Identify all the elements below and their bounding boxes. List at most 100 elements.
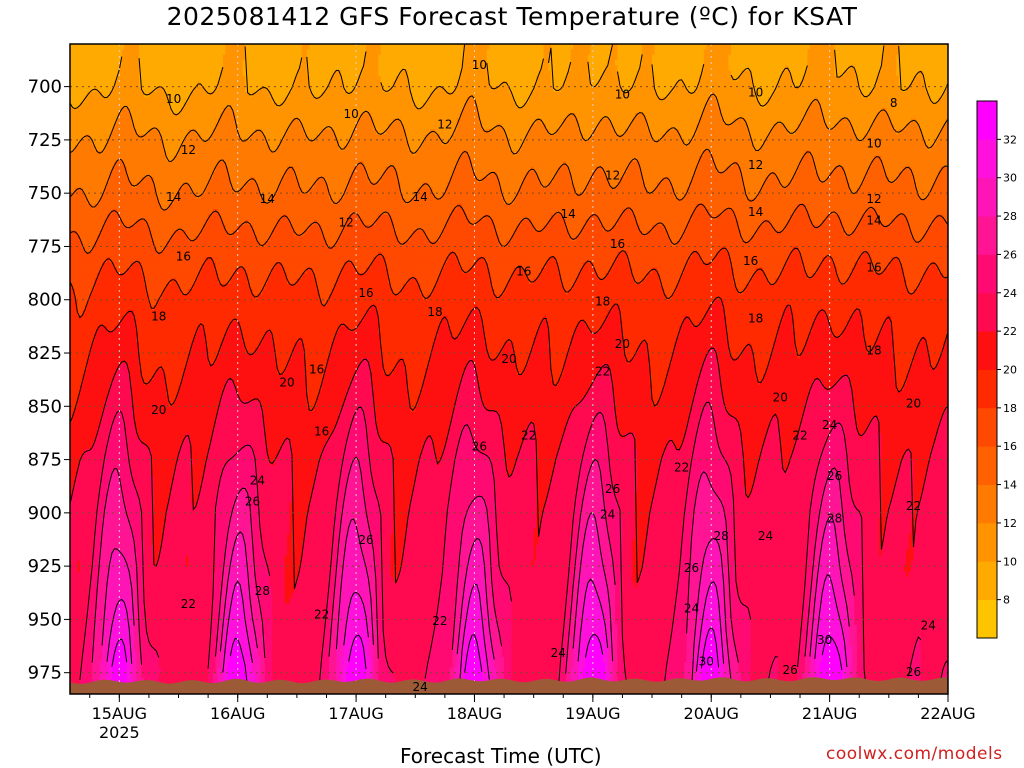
contour-label: 16 bbox=[516, 265, 531, 279]
contour-label: 16 bbox=[743, 254, 758, 268]
contour-label: 14 bbox=[866, 213, 881, 227]
contour-label: 28 bbox=[713, 529, 728, 543]
contour-label: 24 bbox=[250, 473, 265, 487]
x-tick-sublabel: 2025 bbox=[99, 723, 140, 742]
colorbar-label: 8 bbox=[1003, 594, 1010, 607]
colorbar-swatch bbox=[977, 139, 997, 178]
contour-label: 24 bbox=[413, 680, 428, 694]
colorbar-label: 20 bbox=[1003, 364, 1017, 377]
colorbar-label: 30 bbox=[1003, 172, 1017, 185]
contour-label: 10 bbox=[748, 86, 763, 100]
contour-label: 24 bbox=[921, 618, 936, 632]
contour-label: 22 bbox=[314, 608, 329, 622]
colorbar-swatch bbox=[977, 485, 997, 524]
contour-label: 20 bbox=[151, 403, 166, 417]
contour-label: 12 bbox=[339, 216, 354, 230]
contour-label: 12 bbox=[181, 143, 196, 157]
contour-label: 14 bbox=[260, 192, 275, 206]
y-tick-label: 750 bbox=[28, 183, 62, 204]
contour-label: 10 bbox=[615, 88, 630, 102]
contour-label: 26 bbox=[358, 533, 373, 547]
contour-label: 10 bbox=[472, 58, 487, 72]
contour-label: 20 bbox=[773, 390, 788, 404]
colorbar-swatch bbox=[977, 101, 997, 140]
contour-label: 26 bbox=[605, 482, 620, 496]
colorbar-swatch bbox=[977, 254, 997, 293]
y-tick-label: 950 bbox=[28, 609, 62, 630]
x-tick-label: 19AUG bbox=[565, 704, 620, 723]
contour-label: 12 bbox=[866, 192, 881, 206]
colorbar-swatch bbox=[977, 293, 997, 332]
contour-label: 20 bbox=[615, 337, 630, 351]
colorbar-swatch bbox=[977, 216, 997, 255]
contour-label: 18 bbox=[151, 309, 166, 323]
contour-label: 10 bbox=[866, 137, 881, 151]
colorbar-label: 10 bbox=[1003, 555, 1017, 568]
x-tick-label: 15AUG bbox=[92, 704, 147, 723]
y-tick-label: 900 bbox=[28, 503, 62, 524]
contour-label: 16 bbox=[358, 286, 373, 300]
contour-label: 20 bbox=[501, 352, 516, 366]
contour-label: 26 bbox=[472, 439, 487, 453]
contour-label: 22 bbox=[792, 429, 807, 443]
colorbar-swatch bbox=[977, 370, 997, 409]
colorbar-label: 22 bbox=[1003, 325, 1017, 338]
x-tick-label: 18AUG bbox=[447, 704, 502, 723]
contour-label: 12 bbox=[748, 158, 763, 172]
contour-label: 28 bbox=[255, 584, 270, 598]
x-axis-label: Forecast Time (UTC) bbox=[400, 744, 602, 768]
contour-label: 8 bbox=[890, 96, 898, 110]
contour-label: 10 bbox=[166, 92, 181, 106]
contour-label: 26 bbox=[906, 665, 921, 679]
x-tick-label: 17AUG bbox=[328, 704, 383, 723]
colorbar-label: 16 bbox=[1003, 440, 1017, 453]
y-tick-label: 825 bbox=[28, 343, 62, 364]
colorbar-label: 24 bbox=[1003, 287, 1017, 300]
x-tick-label: 21AUG bbox=[802, 704, 857, 723]
contour-label: 26 bbox=[684, 561, 699, 575]
colorbar-swatch bbox=[977, 331, 997, 370]
contour-label: 26 bbox=[827, 469, 842, 483]
colorbar-swatch bbox=[977, 600, 997, 639]
contour-label: 26 bbox=[245, 495, 260, 509]
contour-label: 26 bbox=[783, 663, 798, 677]
contour-label: 18 bbox=[866, 343, 881, 357]
contour-label: 10 bbox=[344, 107, 359, 121]
contour-label: 16 bbox=[866, 260, 881, 274]
contour-label: 24 bbox=[758, 529, 773, 543]
contour-label: 28 bbox=[827, 512, 842, 526]
contour-label: 22 bbox=[674, 461, 689, 475]
contour-label: 24 bbox=[600, 508, 615, 522]
credit-link[interactable]: coolwx.com/models bbox=[826, 744, 1003, 764]
contour-label: 18 bbox=[595, 294, 610, 308]
colorbar-label: 26 bbox=[1003, 248, 1017, 261]
contour-label: 14 bbox=[413, 190, 428, 204]
y-tick-label: 725 bbox=[28, 130, 62, 151]
contour-label: 24 bbox=[551, 646, 566, 660]
y-tick-label: 875 bbox=[28, 450, 62, 471]
colorbar-label: 14 bbox=[1003, 479, 1017, 492]
contour-label: 14 bbox=[748, 205, 763, 219]
y-tick-label: 850 bbox=[28, 396, 62, 417]
contour-label: 24 bbox=[684, 601, 699, 615]
colorbar-swatch bbox=[977, 408, 997, 447]
x-tick-label: 20AUG bbox=[684, 704, 739, 723]
y-tick-label: 925 bbox=[28, 556, 62, 577]
contour-label: 20 bbox=[906, 397, 921, 411]
contour-label: 18 bbox=[748, 311, 763, 325]
contour-label: 22 bbox=[181, 597, 196, 611]
contour-label: 16 bbox=[610, 237, 625, 251]
contour-label: 22 bbox=[906, 499, 921, 513]
y-tick-label: 800 bbox=[28, 290, 62, 311]
contour-label: 22 bbox=[432, 614, 447, 628]
colorbar-swatch bbox=[977, 561, 997, 600]
colorbar-label: 18 bbox=[1003, 402, 1017, 415]
contour-label: 12 bbox=[437, 118, 452, 132]
contour-label: 18 bbox=[427, 305, 442, 319]
y-tick-label: 700 bbox=[28, 77, 62, 98]
contour-label: 30 bbox=[699, 655, 714, 669]
